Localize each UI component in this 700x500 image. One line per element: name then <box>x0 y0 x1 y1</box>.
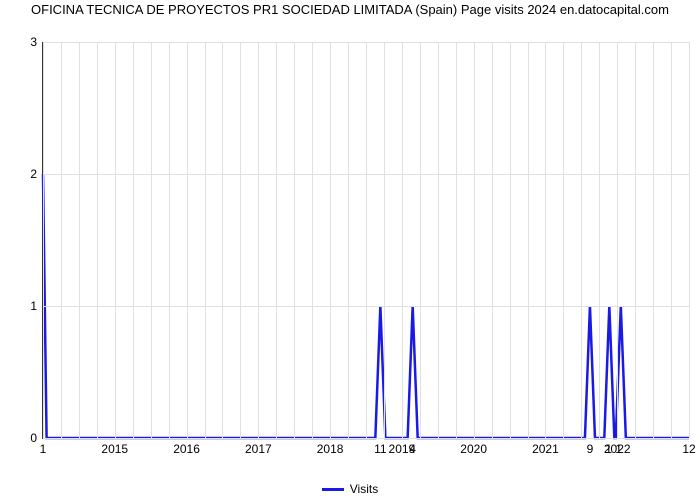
grid-vertical-minor <box>151 42 152 438</box>
grid-vertical-minor <box>384 42 385 438</box>
x-tick-label: 2016 <box>173 442 200 456</box>
x-tick-label: 2015 <box>101 442 128 456</box>
y-tick-label: 2 <box>9 167 37 181</box>
grid-vertical <box>617 42 618 438</box>
grid-vertical-minor <box>420 42 421 438</box>
x-spike-label: 9 <box>587 442 594 456</box>
grid-vertical-minor <box>312 42 313 438</box>
x-spike-label: 1 <box>40 442 47 456</box>
grid-vertical-minor <box>133 42 134 438</box>
grid-vertical-minor <box>528 42 529 438</box>
y-tick-label: 0 <box>9 431 37 445</box>
grid-vertical-minor <box>79 42 80 438</box>
x-tick-label: 2021 <box>532 442 559 456</box>
grid-vertical-minor <box>61 42 62 438</box>
chart-title: OFICINA TECNICA DE PROYECTOS PR1 SOCIEDA… <box>0 2 700 18</box>
grid-vertical-minor <box>348 42 349 438</box>
grid-vertical <box>545 42 546 438</box>
x-tick-label: 2020 <box>460 442 487 456</box>
x-spike-label: 11 <box>374 442 386 456</box>
y-tick-label: 3 <box>9 35 37 49</box>
grid-vertical <box>402 42 403 438</box>
x-spike-label: 4 <box>409 442 416 456</box>
grid-vertical-minor <box>492 42 493 438</box>
grid-vertical <box>187 42 188 438</box>
grid-vertical <box>474 42 475 438</box>
grid-vertical <box>258 42 259 438</box>
grid-vertical <box>689 42 690 438</box>
grid-vertical-minor <box>653 42 654 438</box>
grid-vertical-minor <box>205 42 206 438</box>
y-tick-label: 1 <box>9 299 37 313</box>
grid-horizontal <box>43 438 689 439</box>
grid-vertical-minor <box>635 42 636 438</box>
grid-vertical-minor <box>294 42 295 438</box>
chart-legend: Visits <box>0 481 700 496</box>
x-tick-label: 2017 <box>245 442 272 456</box>
x-spike-label: 1 1 <box>605 442 622 456</box>
grid-vertical-minor <box>222 42 223 438</box>
grid-vertical <box>330 42 331 438</box>
x-tick-label: 2018 <box>317 442 344 456</box>
chart-plot-area: 0123201520162017201820192020202120221114… <box>42 42 689 439</box>
grid-vertical-minor <box>438 42 439 438</box>
grid-vertical <box>115 42 116 438</box>
grid-vertical-minor <box>510 42 511 438</box>
grid-vertical-minor <box>671 42 672 438</box>
legend-label: Visits <box>350 482 378 496</box>
grid-vertical <box>43 42 44 438</box>
grid-vertical-minor <box>366 42 367 438</box>
grid-vertical-minor <box>563 42 564 438</box>
grid-vertical-minor <box>169 42 170 438</box>
x-spike-label: 12 <box>682 442 695 456</box>
chart-container: OFICINA TECNICA DE PROYECTOS PR1 SOCIEDA… <box>0 0 700 500</box>
legend-swatch <box>322 488 344 491</box>
grid-vertical-minor <box>456 42 457 438</box>
grid-vertical-minor <box>276 42 277 438</box>
grid-vertical-minor <box>599 42 600 438</box>
grid-vertical-minor <box>240 42 241 438</box>
grid-vertical-minor <box>581 42 582 438</box>
grid-vertical-minor <box>97 42 98 438</box>
